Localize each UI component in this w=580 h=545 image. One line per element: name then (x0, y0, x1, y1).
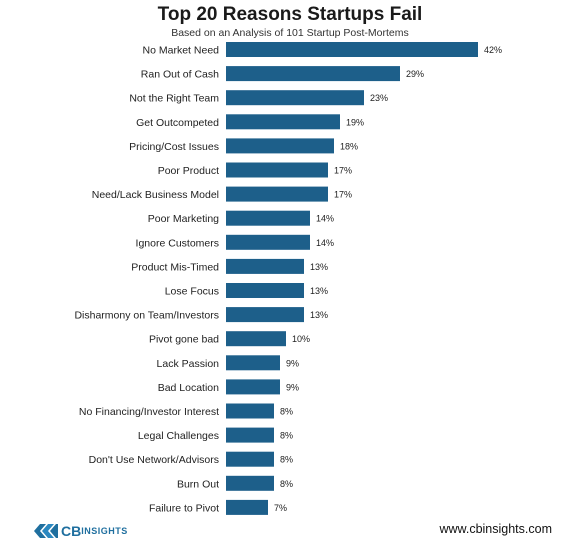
category-label: Poor Marketing (148, 213, 219, 225)
chart-subtitle: Based on an Analysis of 101 Startup Post… (171, 27, 409, 39)
category-label: No Market Need (143, 45, 220, 57)
category-label: Product Mis-Timed (131, 261, 219, 273)
category-label: Disharmony on Team/Investors (74, 310, 219, 322)
category-label: Legal Challenges (138, 430, 219, 442)
value-label: 17% (334, 190, 352, 200)
bar (226, 138, 334, 154)
value-label: 8% (280, 479, 293, 489)
bar (226, 114, 340, 130)
value-label: 17% (334, 166, 352, 176)
category-label: No Financing/Investor Interest (79, 406, 219, 418)
category-label: Lose Focus (165, 286, 219, 298)
bar (226, 283, 304, 298)
bar (226, 499, 268, 515)
category-label: Poor Product (158, 165, 219, 177)
value-label: 8% (280, 455, 293, 465)
bar (226, 66, 400, 82)
bar (226, 451, 274, 467)
bar (226, 427, 274, 443)
category-label: Don't Use Network/Advisors (89, 454, 219, 466)
value-label: 14% (316, 214, 334, 224)
value-label: 13% (310, 262, 328, 272)
bar (226, 42, 478, 57)
category-label: Not the Right Team (129, 93, 219, 105)
category-label: Ignore Customers (136, 237, 219, 249)
value-label: 8% (280, 431, 293, 441)
value-label: 10% (292, 334, 310, 344)
category-label: Bad Location (158, 382, 219, 394)
brand-cb-text: CB (61, 523, 82, 539)
value-label: 42% (484, 45, 502, 55)
value-label: 14% (316, 238, 334, 248)
value-label: 9% (286, 382, 299, 392)
category-label: Pricing/Cost Issues (129, 141, 219, 153)
category-label: Pivot gone bad (149, 334, 219, 346)
bar (226, 403, 274, 419)
bar (226, 475, 274, 491)
category-label: Burn Out (177, 478, 219, 490)
bar (226, 355, 280, 371)
value-label: 18% (340, 141, 358, 151)
bar (226, 90, 364, 106)
value-label: 29% (406, 69, 424, 79)
website-link[interactable]: www.cbinsights.com (439, 522, 552, 536)
bar (226, 379, 280, 395)
value-label: 23% (370, 93, 388, 103)
bar (226, 234, 310, 250)
value-label: 13% (310, 286, 328, 296)
bar (226, 331, 286, 347)
bar (226, 210, 310, 226)
category-label: Need/Lack Business Model (92, 189, 219, 201)
bar (226, 307, 304, 323)
category-label: Failure to Pivot (149, 502, 219, 514)
bar (226, 186, 328, 202)
brand-insights-text: INSIGHTS (81, 526, 128, 536)
bar (226, 162, 328, 178)
category-label: Lack Passion (157, 358, 220, 370)
category-label: Get Outcompeted (136, 117, 219, 129)
value-label: 7% (274, 503, 287, 513)
value-label: 9% (286, 358, 299, 368)
cb-insights-logo: CB INSIGHTS (34, 520, 128, 542)
cb-logo-icon (34, 522, 58, 540)
value-label: 19% (346, 117, 364, 127)
chart-title: Top 20 Reasons Startups Fail (157, 4, 423, 25)
value-label: 8% (280, 407, 293, 417)
category-label: Ran Out of Cash (141, 69, 219, 81)
value-label: 13% (310, 310, 328, 320)
bar (226, 258, 304, 274)
